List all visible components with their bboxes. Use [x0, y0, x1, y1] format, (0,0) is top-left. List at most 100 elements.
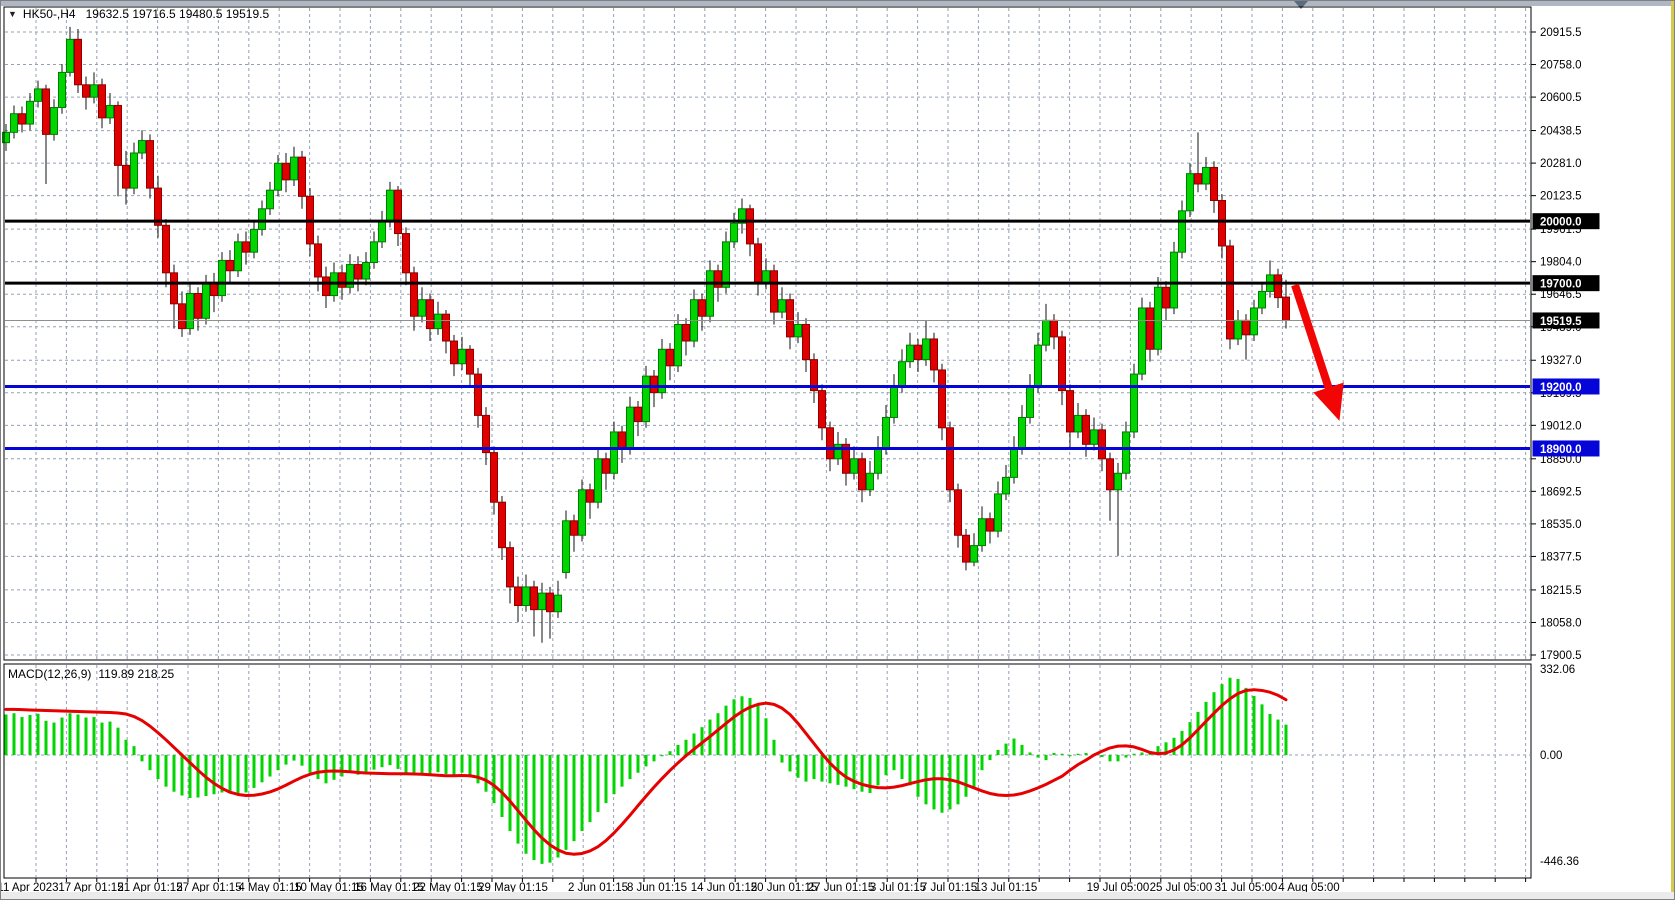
price-axis-label: 19012.0 — [1540, 420, 1582, 432]
candle — [170, 272, 178, 305]
candle — [658, 348, 666, 394]
candle — [538, 592, 546, 611]
candle — [962, 534, 970, 563]
candle — [826, 427, 834, 460]
candle — [242, 241, 250, 253]
candle — [426, 299, 434, 330]
candle — [642, 375, 650, 423]
candle — [1042, 319, 1050, 346]
price-axis-label: 20915.5 — [1540, 27, 1582, 39]
macd-signal-line — [4, 688, 1288, 856]
candle — [794, 323, 802, 338]
candle — [930, 338, 938, 371]
candle — [754, 243, 762, 284]
chart-shift-marker-icon[interactable] — [1294, 1, 1308, 9]
candle — [1170, 251, 1178, 309]
candle — [514, 586, 522, 607]
ohlc-values-label: 19632.5 19716.5 19480.5 19519.5 — [85, 7, 270, 21]
date-axis-label: 11 Apr 2023 — [1, 882, 59, 894]
candle — [786, 299, 794, 338]
candle — [386, 189, 394, 222]
candle — [34, 88, 42, 102]
candle — [1226, 245, 1234, 340]
candle — [250, 228, 258, 253]
candle — [1146, 307, 1154, 350]
candle — [866, 472, 874, 491]
candle — [882, 416, 890, 449]
candle — [210, 282, 218, 297]
candle — [586, 489, 594, 503]
candle — [706, 270, 714, 317]
candle — [258, 208, 266, 230]
candle — [98, 84, 106, 119]
price-axis-label: 20123.5 — [1540, 191, 1582, 203]
svg-text:20000.0: 20000.0 — [1540, 217, 1582, 229]
candle — [954, 489, 962, 536]
candle — [1106, 458, 1114, 491]
candle — [410, 272, 418, 317]
candle — [946, 427, 954, 491]
candle — [290, 156, 298, 181]
candle — [762, 270, 770, 284]
candle — [50, 107, 58, 135]
candle — [194, 292, 202, 319]
candle — [1274, 274, 1282, 299]
candle — [82, 84, 90, 98]
horizontal-level-lines[interactable] — [5, 219, 1530, 450]
candle — [610, 431, 618, 474]
candle — [1154, 286, 1162, 350]
price-axis-label: 19646.5 — [1540, 289, 1582, 301]
candle — [1114, 472, 1122, 491]
price-axis-label: 20600.5 — [1540, 92, 1582, 104]
candle — [978, 518, 986, 547]
candle — [1162, 286, 1170, 309]
down-arrow-annotation[interactable] — [1291, 283, 1344, 421]
price-axis-label: 20438.5 — [1540, 126, 1582, 138]
candle — [1074, 414, 1082, 433]
candle — [834, 443, 842, 460]
candle — [842, 443, 850, 474]
candle — [322, 276, 330, 297]
candle — [498, 501, 506, 549]
price-axis-label: 18850.0 — [1540, 454, 1582, 466]
candle — [802, 323, 810, 361]
candle — [154, 187, 162, 226]
candle — [746, 208, 754, 245]
candle — [554, 594, 562, 613]
date-axis-label: 2 Jun 01:15 — [568, 882, 628, 894]
price-axis-label: 19804.0 — [1540, 257, 1582, 269]
date-axis-label: 13 Jul 01:15 — [975, 882, 1038, 894]
candle — [338, 272, 346, 288]
candle — [818, 390, 826, 429]
candle — [186, 292, 194, 330]
candle — [474, 373, 482, 416]
symbol-dropdown-icon[interactable]: ▼ — [8, 9, 17, 19]
candle — [970, 545, 978, 563]
candle — [1050, 319, 1058, 338]
date-axis-label: 22 May 01:15 — [413, 882, 483, 894]
chart-top-margin — [1, 1, 1674, 6]
candle — [1058, 336, 1066, 392]
candle — [434, 313, 442, 330]
candle — [74, 38, 82, 86]
candle — [546, 592, 554, 613]
date-axis-label: 19 Jul 05:00 — [1087, 882, 1150, 894]
candle — [530, 586, 538, 611]
candle — [594, 458, 602, 503]
price-axis-label: 18377.5 — [1540, 551, 1582, 563]
candle — [106, 104, 114, 119]
candle — [450, 340, 458, 365]
price-axis-label: 17900.5 — [1540, 650, 1582, 662]
candle — [114, 104, 122, 166]
candle — [1082, 414, 1090, 445]
svg-text:19700.0: 19700.0 — [1540, 279, 1582, 291]
candle — [906, 344, 914, 363]
candle — [2, 131, 10, 144]
candle — [418, 299, 426, 317]
macd-axis-label: 0.00 — [1540, 750, 1562, 762]
candle — [234, 241, 242, 272]
candle — [1010, 447, 1018, 478]
candle — [994, 493, 1002, 532]
candle — [18, 113, 26, 125]
